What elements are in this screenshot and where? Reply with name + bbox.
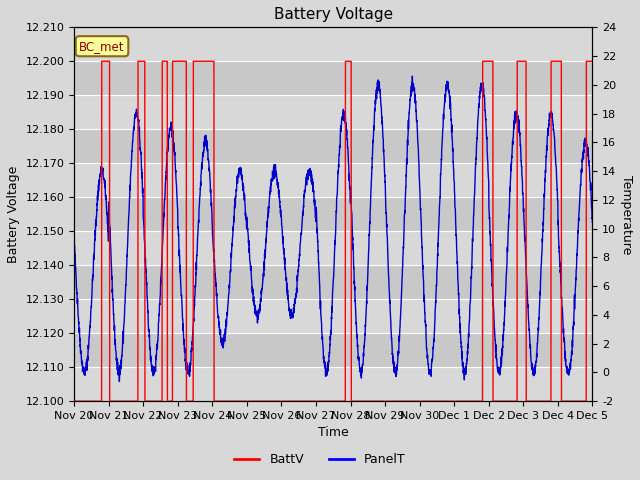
Bar <box>74 61 593 95</box>
Legend: BattV, PanelT: BattV, PanelT <box>229 448 411 471</box>
Bar <box>74 265 593 299</box>
Bar <box>74 367 593 401</box>
Bar <box>74 299 593 333</box>
Y-axis label: Battery Voltage: Battery Voltage <box>7 166 20 263</box>
Bar <box>74 163 593 197</box>
Bar <box>74 197 593 231</box>
Bar <box>74 333 593 367</box>
Bar <box>74 27 593 61</box>
Bar <box>74 231 593 265</box>
Bar <box>74 95 593 129</box>
Bar <box>74 129 593 163</box>
Title: Battery Voltage: Battery Voltage <box>274 7 393 22</box>
Text: BC_met: BC_met <box>79 40 125 53</box>
Y-axis label: Temperature: Temperature <box>620 175 633 254</box>
X-axis label: Time: Time <box>318 426 349 440</box>
